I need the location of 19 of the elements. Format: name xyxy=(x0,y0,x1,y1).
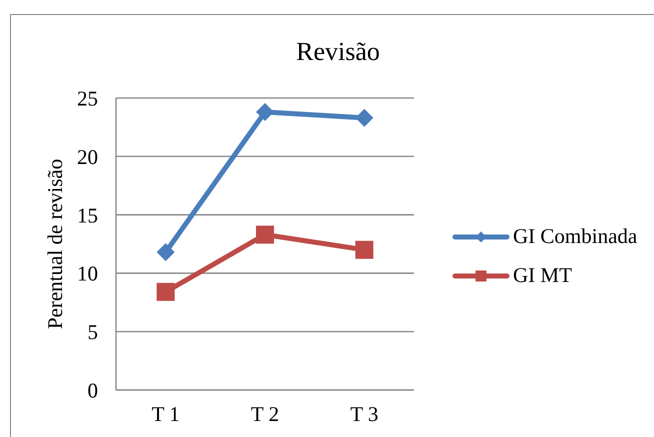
y-tick-label: 10 xyxy=(77,262,98,286)
y-tick-label: 0 xyxy=(88,378,98,402)
point xyxy=(256,103,274,122)
y-tick-label: 5 xyxy=(88,320,98,344)
x-tick-label: T 2 xyxy=(250,402,280,426)
x-tick-label: T 3 xyxy=(350,402,378,426)
point xyxy=(355,108,374,127)
chart-title: Revisão xyxy=(295,36,381,68)
point xyxy=(156,243,175,262)
y-tick-label: 25 xyxy=(77,86,98,110)
y-axis-title: Perentual de revisão xyxy=(43,158,67,330)
y-tick-label: 15 xyxy=(77,203,98,228)
x-tick-label: T 1 xyxy=(152,402,180,426)
legend-label: GI Combinada xyxy=(513,224,638,249)
legend-label: GI MT xyxy=(513,263,572,288)
point xyxy=(156,282,175,301)
point xyxy=(256,226,274,244)
y-tick-label: 20 xyxy=(77,144,98,169)
point xyxy=(355,240,374,259)
